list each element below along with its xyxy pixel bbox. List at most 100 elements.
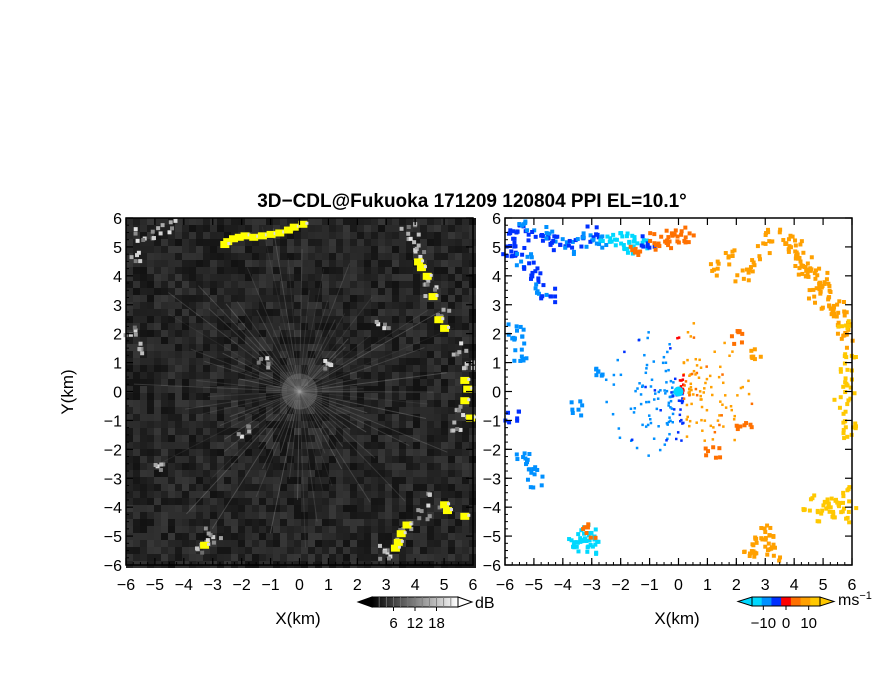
velocity-cell	[518, 358, 523, 363]
noise-cell	[168, 260, 175, 267]
clutter-cell	[425, 517, 430, 522]
noise-cell	[427, 554, 434, 561]
noise-cell	[147, 484, 154, 491]
noise-cell	[245, 442, 252, 449]
spoke	[207, 391, 300, 397]
noise-cell	[168, 295, 175, 302]
velocity-cell	[817, 287, 822, 292]
noise-cell	[448, 358, 455, 365]
noise-cell	[217, 358, 224, 365]
noise-cell	[399, 456, 406, 463]
noise-cell	[280, 288, 287, 295]
strong-echo-edge	[447, 325, 451, 329]
noise-cell	[371, 442, 378, 449]
noise-cell	[301, 547, 308, 554]
noise-cell	[392, 351, 399, 358]
velocity-cell	[843, 409, 848, 414]
noise-cell	[301, 463, 308, 470]
velocity-cell	[703, 446, 708, 451]
noise-cell	[336, 547, 343, 554]
noise-cell	[385, 302, 392, 309]
noise-cell	[406, 456, 413, 463]
velocity-cell	[614, 237, 619, 242]
noise-cell	[441, 512, 448, 519]
velocity-cell	[515, 457, 520, 462]
noise-cell	[294, 295, 301, 302]
noise-cell	[413, 442, 420, 449]
noise-cell	[427, 239, 434, 246]
noise-cell	[329, 505, 336, 512]
noise-cell	[455, 477, 462, 484]
noise-cell	[231, 407, 238, 414]
noise-cell	[441, 302, 448, 309]
velocity-center-cell	[713, 430, 717, 434]
velocity-cell	[522, 265, 527, 270]
clutter-cell	[265, 356, 270, 361]
noise-cell	[161, 428, 168, 435]
noise-cell	[406, 274, 413, 281]
noise-cell	[210, 246, 217, 253]
noise-cell	[182, 365, 189, 372]
velocity-cell	[837, 299, 842, 304]
noise-cell	[413, 337, 420, 344]
noise-cell	[329, 491, 336, 498]
noise-cell	[133, 421, 140, 428]
velocity-cell	[581, 526, 586, 531]
noise-cell	[462, 351, 469, 358]
noise-cell	[245, 435, 252, 442]
velocity-cell	[716, 261, 721, 266]
noise-cell	[294, 365, 301, 372]
noise-cell	[273, 386, 280, 393]
strong-echo-edge	[400, 539, 404, 543]
noise-cell	[273, 309, 280, 316]
velocity-center-cell	[619, 373, 623, 377]
noise-cell	[182, 498, 189, 505]
noise-cell	[140, 225, 147, 232]
noise-cell	[266, 498, 273, 505]
noise-cell	[371, 253, 378, 260]
velocity-cell	[738, 424, 743, 429]
velocity-cell	[533, 269, 538, 274]
noise-cell	[455, 302, 462, 309]
noise-cell	[322, 309, 329, 316]
noise-cell	[343, 288, 350, 295]
noise-cell	[245, 323, 252, 330]
noise-cell	[462, 218, 469, 225]
noise-cell	[175, 358, 182, 365]
noise-cell	[140, 519, 147, 526]
noise-cell	[378, 540, 385, 547]
noise-cell	[441, 463, 448, 470]
noise-cell	[133, 477, 140, 484]
noise-cell	[126, 512, 133, 519]
noise-cell	[371, 498, 378, 505]
noise-cell	[322, 295, 329, 302]
velocity-cell	[529, 255, 534, 260]
noise-cell	[133, 274, 140, 281]
noise-cell	[182, 400, 189, 407]
velocity-cell	[793, 264, 798, 269]
noise-cell	[350, 344, 357, 351]
clutter-cell	[239, 434, 244, 439]
noise-cell	[357, 344, 364, 351]
noise-cell	[406, 372, 413, 379]
velocity-cell	[641, 238, 646, 243]
noise-cell	[196, 281, 203, 288]
noise-cell	[441, 428, 448, 435]
noise-cell	[245, 316, 252, 323]
velocity-cell	[520, 334, 525, 339]
spoke	[229, 391, 300, 418]
noise-cell	[224, 484, 231, 491]
noise-cell	[385, 470, 392, 477]
velocity-center-cell	[663, 443, 667, 446]
noise-cell	[217, 519, 224, 526]
velocity-center-cell	[644, 385, 647, 389]
noise-cell	[448, 547, 455, 554]
noise-cell	[280, 505, 287, 512]
velocity-cell	[580, 538, 585, 543]
noise-cell	[224, 225, 231, 232]
noise-cell	[308, 246, 315, 253]
velocity-cell	[640, 240, 645, 245]
noise-cell	[434, 442, 441, 449]
noise-cell	[427, 421, 434, 428]
noise-cell	[175, 505, 182, 512]
